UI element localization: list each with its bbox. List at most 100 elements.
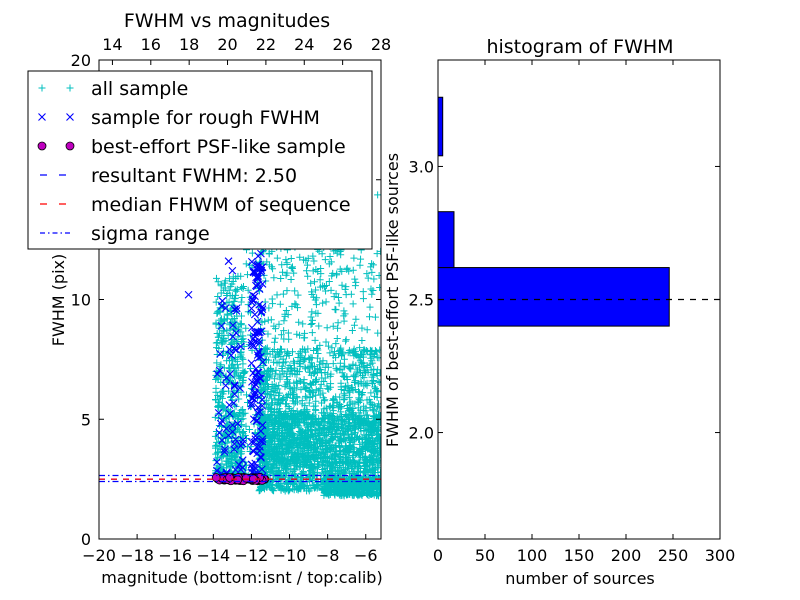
all-sample-point (328, 404, 336, 412)
all-sample-point (256, 486, 264, 494)
all-sample-point (339, 419, 347, 427)
all-sample-point (342, 489, 350, 497)
scatter-xtick-label: −16 (158, 546, 192, 565)
all-sample-point (270, 358, 278, 366)
scatter-top-xtick-label: 28 (371, 35, 391, 54)
all-sample-point (363, 443, 371, 451)
all-sample-point (312, 301, 320, 309)
all-sample-point (224, 432, 232, 440)
all-sample-point (344, 459, 352, 467)
all-sample-point (282, 307, 290, 315)
legend-plus-marker (66, 84, 74, 92)
all-sample-point (325, 385, 333, 393)
rough-sample-point (249, 369, 258, 377)
all-sample-point (313, 354, 321, 362)
all-sample-point (375, 419, 381, 427)
all-sample-point (333, 271, 341, 279)
all-sample-point (324, 385, 332, 393)
all-sample-point (239, 405, 247, 413)
all-sample-point (279, 395, 287, 403)
all-sample-point (340, 355, 348, 363)
all-sample-point (263, 401, 271, 409)
all-sample-point (277, 331, 285, 339)
all-sample-point (227, 374, 235, 382)
all-sample-point (270, 467, 278, 475)
all-sample-point (332, 354, 340, 362)
all-sample-point (366, 313, 374, 321)
all-sample-point (279, 290, 287, 298)
all-sample-point (307, 430, 315, 438)
all-sample-point (213, 309, 221, 317)
all-sample-point (268, 404, 276, 412)
histogram-title: histogram of FWHM (486, 36, 673, 58)
all-sample-point (273, 254, 281, 262)
all-sample-point (288, 367, 296, 375)
all-sample-point (309, 465, 317, 473)
all-sample-point (363, 326, 371, 334)
histogram-xtick-label: 100 (517, 546, 548, 565)
rough-sample-point (238, 439, 247, 448)
histogram-bar (437, 211, 455, 269)
all-sample-point (342, 415, 350, 423)
legend-entry: all sample (38, 78, 188, 100)
all-sample-point (275, 413, 283, 421)
all-sample-point (335, 403, 343, 411)
all-sample-point (306, 438, 314, 446)
all-sample-point (363, 417, 371, 425)
all-sample-point (235, 382, 243, 390)
all-sample-point (238, 429, 246, 437)
all-sample-point (350, 465, 358, 473)
all-sample-point (351, 400, 359, 408)
all-sample-point (355, 435, 363, 443)
all-sample-point (368, 268, 376, 276)
all-sample-point (237, 272, 245, 280)
all-sample-point (345, 393, 353, 401)
all-sample-point (322, 281, 330, 289)
all-sample-point (213, 374, 221, 382)
all-sample-point (370, 377, 378, 385)
all-sample-point (297, 386, 305, 394)
rough-sample-point (257, 374, 265, 383)
all-sample-point (329, 322, 337, 330)
all-sample-point (287, 423, 295, 431)
rough-sample-point (258, 395, 266, 404)
all-sample-point (344, 433, 352, 441)
legend-entry: resultant FWHM: 2.50 (40, 165, 297, 187)
all-sample-point (270, 450, 278, 458)
all-sample-point (276, 482, 284, 490)
all-sample-point (328, 435, 336, 443)
all-sample-point (309, 392, 317, 400)
all-sample-point (276, 300, 284, 308)
all-sample-point (301, 346, 309, 354)
all-sample-point (276, 389, 284, 397)
all-sample-point (317, 264, 325, 272)
all-sample-point (307, 321, 315, 329)
all-sample-point (358, 337, 366, 345)
all-sample-point (363, 361, 371, 369)
all-sample-point (321, 440, 329, 448)
all-sample-point (312, 397, 320, 405)
all-sample-point (278, 448, 286, 456)
all-sample-point (232, 370, 240, 378)
rough-sample-point (247, 338, 256, 347)
all-sample-point (367, 366, 375, 374)
all-sample-point (232, 338, 240, 346)
all-sample-point (331, 427, 339, 435)
rough-sample-point (232, 306, 241, 315)
all-sample-point (291, 287, 299, 295)
all-sample-point (264, 421, 272, 429)
all-sample-point (217, 280, 225, 288)
all-sample-point (366, 422, 374, 430)
all-sample-point (308, 320, 316, 328)
all-sample-point (332, 306, 340, 314)
all-sample-point (356, 459, 364, 467)
rough-sample-point (258, 305, 267, 314)
all-sample-point (282, 373, 290, 381)
all-sample-point (346, 473, 354, 481)
all-sample-point (348, 491, 356, 499)
all-sample-point (237, 298, 245, 306)
rough-sample-point (255, 348, 263, 357)
all-sample-point (371, 465, 379, 473)
all-sample-point (214, 434, 222, 442)
all-sample-point (376, 346, 381, 354)
